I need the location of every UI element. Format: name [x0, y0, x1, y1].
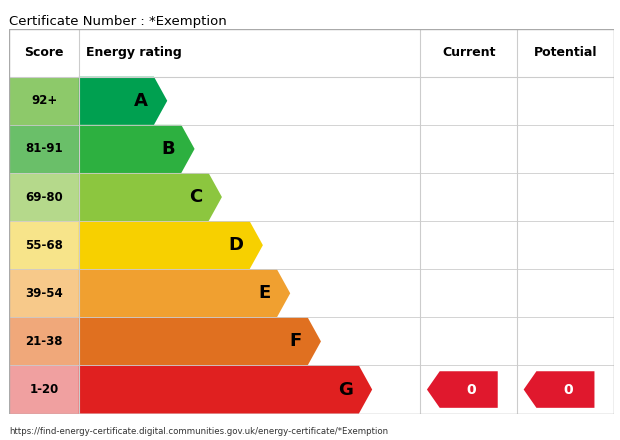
- Bar: [9, 125, 79, 173]
- Text: Current: Current: [442, 46, 495, 59]
- Text: A: A: [134, 92, 148, 110]
- Text: 55-68: 55-68: [25, 238, 63, 252]
- Text: C: C: [189, 188, 203, 206]
- Text: 92+: 92+: [31, 94, 57, 107]
- Bar: [9, 269, 79, 317]
- Text: D: D: [229, 236, 244, 254]
- Text: E: E: [259, 284, 271, 302]
- Text: B: B: [162, 140, 175, 158]
- Text: F: F: [290, 332, 301, 350]
- Text: 1-20: 1-20: [29, 383, 59, 396]
- Text: Energy rating: Energy rating: [86, 46, 182, 59]
- Polygon shape: [79, 77, 167, 125]
- Bar: [9, 77, 79, 125]
- Bar: [9, 317, 79, 366]
- Text: https://find-energy-certificate.digital.communities.gov.uk/energy-certificate/*E: https://find-energy-certificate.digital.…: [9, 428, 388, 436]
- Polygon shape: [79, 317, 321, 366]
- Bar: [9, 221, 79, 269]
- Text: 39-54: 39-54: [25, 287, 63, 300]
- Polygon shape: [524, 371, 595, 408]
- Bar: [9, 366, 79, 414]
- Polygon shape: [79, 125, 195, 173]
- Text: 69-80: 69-80: [25, 191, 63, 204]
- Text: 21-38: 21-38: [25, 335, 63, 348]
- Text: 0: 0: [564, 382, 573, 396]
- Polygon shape: [79, 366, 372, 414]
- Polygon shape: [79, 173, 222, 221]
- Text: Score: Score: [24, 46, 64, 59]
- Text: G: G: [338, 381, 353, 399]
- Text: Certificate Number : *Exemption: Certificate Number : *Exemption: [9, 15, 227, 29]
- Polygon shape: [79, 269, 290, 317]
- Polygon shape: [79, 221, 263, 269]
- Polygon shape: [427, 371, 498, 408]
- Text: Potential: Potential: [534, 46, 597, 59]
- Text: 0: 0: [467, 382, 476, 396]
- Text: 81-91: 81-91: [25, 143, 63, 155]
- Bar: [9, 173, 79, 221]
